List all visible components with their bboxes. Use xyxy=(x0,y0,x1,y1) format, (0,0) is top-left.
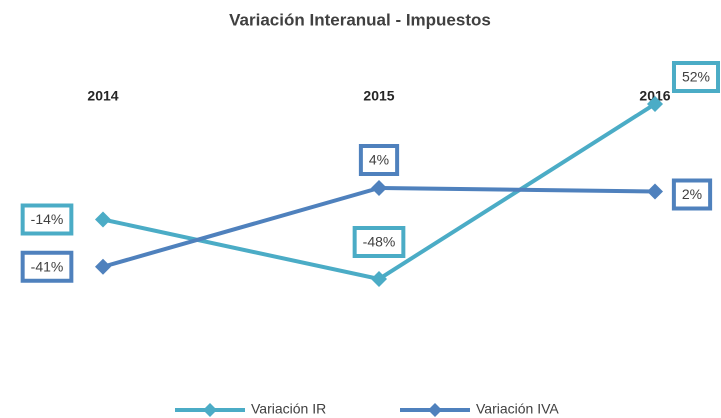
data-label-box xyxy=(671,178,713,211)
data-label: -41% xyxy=(31,258,64,274)
x-tick-label: 2014 xyxy=(87,88,118,104)
data-label-box xyxy=(358,144,400,176)
data-label: -14% xyxy=(31,211,64,227)
data-label: 52% xyxy=(682,69,710,85)
x-tick-label: 2015 xyxy=(363,88,394,104)
legend-label: Variación IR xyxy=(251,401,326,417)
point xyxy=(371,271,387,287)
legend-marker xyxy=(203,403,217,417)
data-label-box xyxy=(20,250,74,283)
data-label: 2% xyxy=(682,186,702,202)
point xyxy=(647,96,663,112)
legend-label: Variación IVA xyxy=(476,401,559,417)
data-label: 4% xyxy=(369,152,389,168)
data-label-box xyxy=(20,203,74,236)
chart-title: Variación Interanual - Impuestos xyxy=(229,10,491,29)
data-label-box xyxy=(352,226,406,258)
x-tick-label: 2016 xyxy=(639,88,670,104)
data-label-box xyxy=(671,61,721,93)
point xyxy=(371,180,387,196)
point xyxy=(95,258,111,275)
data-label: -48% xyxy=(363,234,396,250)
legend-marker xyxy=(428,403,442,417)
point xyxy=(647,183,663,200)
point xyxy=(95,211,111,228)
